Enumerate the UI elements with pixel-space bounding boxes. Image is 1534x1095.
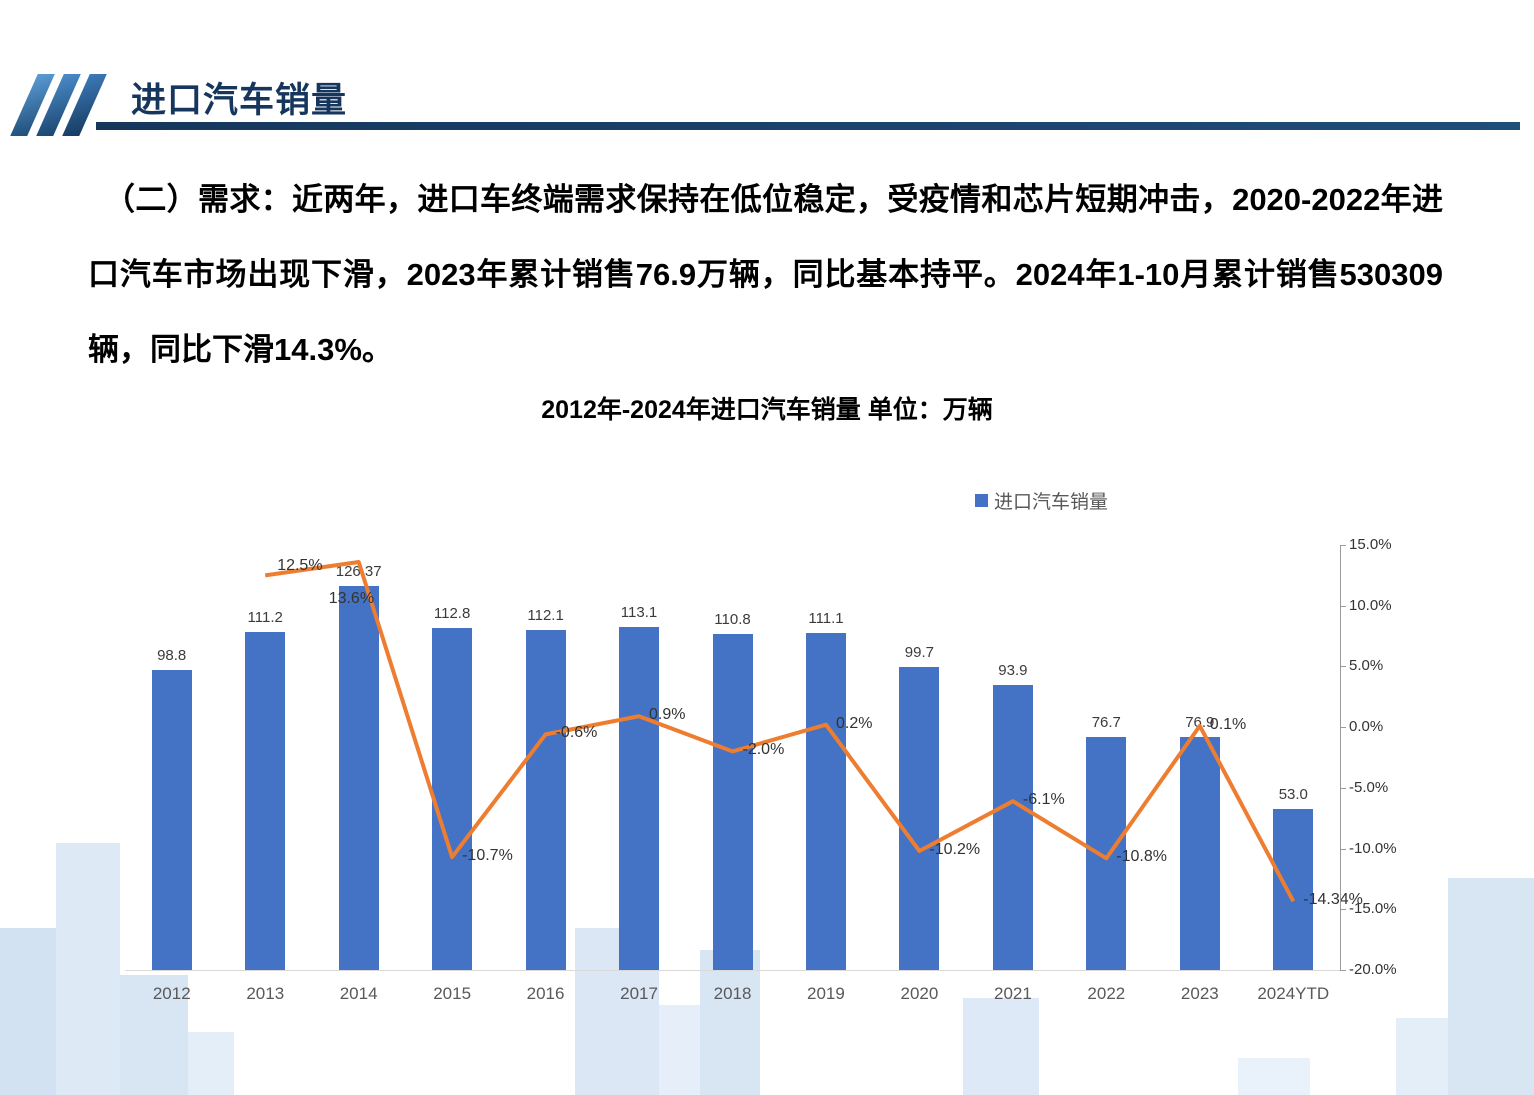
bar: [245, 632, 286, 970]
x-axis-label: 2023: [1180, 984, 1219, 1003]
x-axis-label: 2019: [807, 984, 845, 1003]
page-title: 进口汽车销量: [131, 81, 348, 120]
bar: [1273, 809, 1314, 970]
bar: [432, 627, 473, 970]
x-axis-label: 2015: [433, 984, 472, 1003]
y-axis-tick-label: -5.0%: [1349, 778, 1389, 796]
bar-value-label: 110.8: [714, 610, 751, 628]
x-axis-label: 2017: [620, 984, 658, 1003]
chart-legend: 进口汽车销量: [975, 487, 1108, 514]
x-axis-label: 2016: [526, 984, 565, 1003]
axis-tick: [1340, 848, 1346, 850]
bar-value-label: 93.9: [998, 661, 1028, 679]
line-point-label: -14.34%: [1303, 891, 1363, 909]
x-axis-label: 2024YTD: [1257, 984, 1330, 1003]
y-axis-tick-label: -15.0%: [1349, 900, 1397, 918]
header-rule: [96, 122, 1520, 130]
x-axis-label: 2013: [246, 984, 285, 1003]
line-point-label: 0.1%: [1209, 715, 1247, 733]
bar: [619, 626, 659, 970]
bar: [1179, 736, 1220, 970]
axis-tick: [1340, 787, 1346, 789]
bar-line-chart: 98.8 2012 111.2 2013 126.37 2014 112.8 2015 112.…: [125, 536, 1415, 1025]
x-axis-label: 2021: [994, 984, 1032, 1003]
bar-value-label: 111.2: [247, 609, 283, 627]
y-axis-tick-label: 15.0%: [1349, 536, 1392, 553]
line-point-label: -10.7%: [462, 847, 513, 865]
body-paragraph: （二）需求：近两年，进口车终端需求保持在低位稳定，受疫情和芯片短期冲击，2020…: [88, 182, 1443, 367]
bar-value-label: 53.0: [1278, 786, 1308, 804]
line-point-label: 12.5%: [277, 557, 323, 575]
skyline-block: [1238, 1058, 1310, 1095]
bar: [338, 586, 379, 970]
bar-value-label: 99.7: [904, 644, 934, 662]
x-axis-label: 2014: [339, 984, 378, 1003]
yoy-growth-line: [264, 560, 1296, 903]
x-axis-label: 2022: [1087, 984, 1126, 1003]
bar-value-label: 112.1: [527, 606, 564, 624]
x-axis-label: 2012: [152, 984, 191, 1003]
bar-value-label: 111.1: [808, 609, 844, 627]
skyline-block: [0, 928, 56, 1095]
right-axis-line: [1340, 545, 1341, 970]
bar: [899, 667, 940, 970]
skyline-block: [1448, 878, 1534, 1095]
y-axis-tick-label: 5.0%: [1349, 657, 1384, 675]
skyline-block: [188, 1032, 234, 1095]
bar-value-label: 112.8: [433, 604, 471, 622]
bar: [806, 632, 846, 970]
x-axis-label: 2020: [900, 984, 939, 1003]
y-axis-tick-label: -20.0%: [1349, 961, 1397, 978]
bar-value-label: 126.37: [335, 563, 382, 581]
line-point-label: 0.9%: [649, 706, 686, 724]
line-point-label: -2.0%: [742, 741, 785, 759]
legend-label: 进口汽车销量: [994, 492, 1109, 513]
line-point-label: 13.6%: [328, 590, 375, 607]
axis-tick: [1340, 727, 1346, 729]
bar: [151, 670, 192, 970]
x-axis-label: 2018: [713, 984, 752, 1003]
line-point-label: -6.1%: [1022, 791, 1065, 809]
axis-tick: [1340, 970, 1346, 971]
legend-swatch-icon: [975, 494, 988, 507]
line-point-label: -10.2%: [929, 841, 981, 858]
line-point-label: -10.8%: [1116, 848, 1167, 866]
bar-value-label: 76.7: [1091, 714, 1121, 732]
skyline-block: [56, 843, 120, 1095]
bar-value-label: 98.8: [157, 647, 187, 665]
axis-tick: [1340, 545, 1346, 546]
skyline-block: [1396, 1018, 1448, 1095]
line-point-label: -0.6%: [555, 724, 598, 742]
axis-tick: [1340, 666, 1346, 668]
chart-title: 2012年-2024年进口汽车销量 单位：万辆: [541, 396, 993, 424]
line-point-label: 0.2%: [836, 714, 873, 732]
y-axis-tick-label: 10.0%: [1349, 596, 1392, 614]
bar: [712, 633, 753, 970]
skyline-block: [963, 998, 1039, 1095]
skyline-block: [120, 975, 188, 1095]
y-axis-tick-label: -10.0%: [1349, 839, 1397, 857]
axis-tick: [1340, 605, 1346, 607]
skyline-block: [700, 950, 760, 1095]
bar: [525, 629, 566, 970]
axis-tick: [1340, 909, 1346, 911]
bar: [992, 684, 1033, 970]
bar-value-label: 113.1: [620, 603, 658, 621]
y-axis-tick-label: 0.0%: [1349, 718, 1384, 736]
x-axis-line: [125, 970, 1340, 971]
